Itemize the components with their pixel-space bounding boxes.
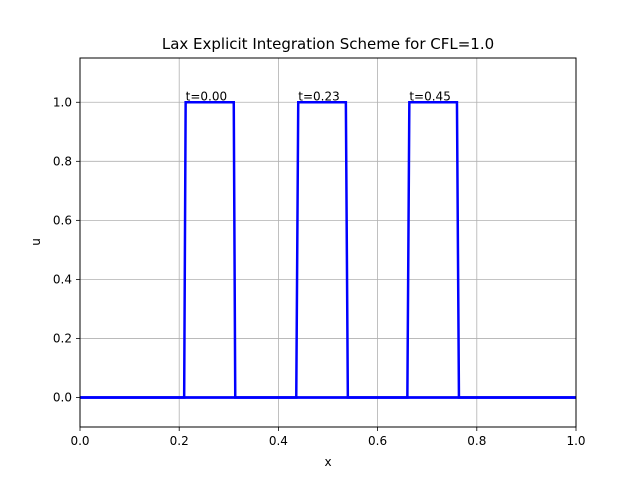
time-annotation: t=0.45 — [409, 89, 450, 103]
y-axis-ticks: 0.0 0.2 0.4 0.6 0.8 1.0 — [53, 95, 80, 404]
y-tick-label: 0.2 — [53, 331, 72, 345]
y-tick-label: 0.0 — [53, 390, 72, 404]
time-annotation: t=0.00 — [186, 89, 227, 103]
x-axis-ticks: 0.0 0.2 0.4 0.6 0.8 1.0 — [70, 427, 586, 448]
chart-title: Lax Explicit Integration Scheme for CFL=… — [162, 35, 494, 53]
y-tick-label: 1.0 — [53, 95, 72, 109]
series-lines — [80, 101, 576, 399]
y-tick-label: 0.8 — [53, 154, 72, 168]
x-tick-label: 0.2 — [170, 434, 189, 448]
x-tick-label: 0.4 — [269, 434, 288, 448]
y-tick-label: 0.4 — [53, 272, 72, 286]
x-axis-label: x — [324, 455, 331, 469]
y-axis-label: u — [29, 238, 43, 246]
y-tick-label: 0.6 — [53, 213, 72, 227]
series-line-2 — [80, 101, 576, 399]
plot-frame — [79, 57, 577, 428]
time-annotation: t=0.23 — [298, 89, 339, 103]
x-tick-label: 1.0 — [566, 434, 585, 448]
x-tick-label: 0.8 — [467, 434, 486, 448]
x-tick-label: 0.0 — [70, 434, 89, 448]
x-tick-label: 0.6 — [368, 434, 387, 448]
annotations: t=0.00 t=0.23 t=0.45 — [186, 89, 451, 103]
